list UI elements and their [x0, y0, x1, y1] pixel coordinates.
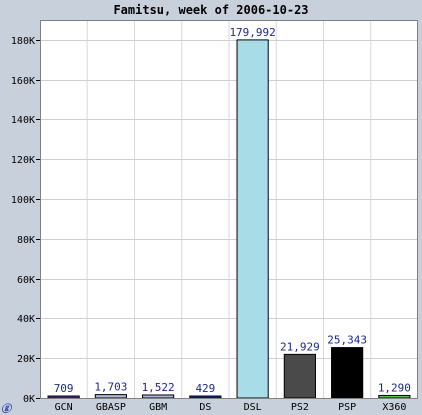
y-tick-label: 140K: [11, 115, 35, 126]
bar-gcn: [47, 395, 80, 399]
x-tick-label: GBM: [149, 402, 167, 413]
data-label: 1,290: [378, 381, 411, 394]
data-label: 709: [54, 382, 74, 395]
x-tick-label: GCN: [55, 402, 73, 413]
y-tick-label: 40K: [17, 314, 35, 325]
data-label: 1,703: [94, 381, 127, 394]
y-tick-label: 60K: [17, 275, 35, 286]
x-tick-label: PSP: [338, 402, 356, 413]
x-tick-label: DSL: [244, 402, 262, 413]
plot-border: [40, 20, 418, 399]
x-tick-label: X360: [382, 402, 406, 413]
y-tick-label: 180K: [11, 36, 35, 47]
y-tick-label: 80K: [17, 235, 35, 246]
data-label: 21,929: [280, 340, 320, 353]
y-tick-label: 20K: [17, 354, 35, 365]
bar-dsl: [236, 39, 269, 399]
data-label: 1,522: [142, 381, 175, 394]
chart-title: Famitsu, week of 2006-10-23: [113, 3, 309, 17]
data-label: 25,343: [327, 334, 367, 347]
bar-psp: [331, 347, 364, 399]
x-tick-label: PS2: [291, 402, 309, 413]
y-tick-label: 160K: [11, 76, 35, 87]
bar-x360: [378, 394, 411, 399]
logo-icon: ⓖ: [1, 404, 11, 415]
bar-ps2: [283, 353, 316, 399]
y-tick-label: 120K: [11, 155, 35, 166]
data-label: 429: [195, 382, 215, 395]
data-label: 179,992: [229, 26, 275, 39]
x-tick-label: GBASP: [96, 402, 126, 413]
bar-ds: [189, 395, 222, 399]
y-tick-label: 0K: [23, 394, 35, 405]
bar-gbasp: [94, 394, 127, 399]
bar-gbm: [142, 394, 175, 399]
y-tick-label: 100K: [11, 195, 35, 206]
x-tick-label: DS: [199, 402, 211, 413]
